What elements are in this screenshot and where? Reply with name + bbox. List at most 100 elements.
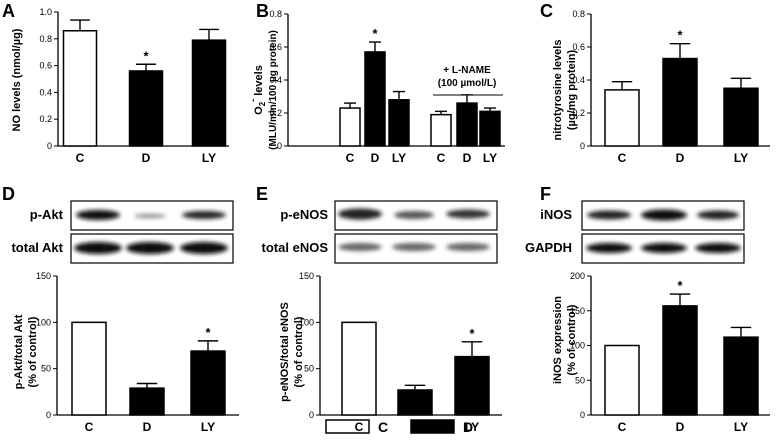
chart-f: 0 50 100 150 200 C D * LY <box>570 271 770 434</box>
chart-d-bar <box>71 321 107 416</box>
ylabel-d-line2: (% of control) <box>27 316 39 387</box>
ylabel-d-line1: p-Akt/total Akt <box>13 314 25 389</box>
chart-a-significance-mark: * <box>143 48 149 63</box>
lname-note-line1: + L-NAME <box>443 65 491 76</box>
chart-e-category-label: C <box>355 420 364 434</box>
chart-f-ytick-label: 150 <box>570 306 585 316</box>
ylabel-c-line1: nitrotyrosine levels <box>552 40 564 141</box>
chart-f-category-label: LY <box>734 420 748 434</box>
ylabel-b-sub: 2 <box>258 101 267 106</box>
legend-label-c: C <box>378 419 388 435</box>
chart-d-significance-mark: * <box>205 325 211 340</box>
chart-f-ytick-label: 50 <box>575 375 585 385</box>
chart-c-ytick-label: 0.4 <box>572 75 585 85</box>
chart-c-ytick-label: 0.8 <box>572 9 585 19</box>
blot-f-top-band-c <box>587 210 631 220</box>
panel-letter-a: A <box>2 1 15 21</box>
chart-c-ytick-label: 0.2 <box>572 108 585 118</box>
blot-d-top-band-d <box>134 213 166 219</box>
chart-d-ytick-label: 100 <box>36 317 51 327</box>
chart-d-ytick-label: 150 <box>36 271 51 281</box>
chart-e-ytick-label: 100 <box>299 317 314 327</box>
chart-c-bar <box>604 89 640 147</box>
chart-e-ytick-label: 50 <box>304 364 314 374</box>
legend-swatch-d <box>410 419 455 434</box>
panel-letter-b: B <box>256 1 269 21</box>
chart-a-ytick-label: 0 <box>47 141 52 151</box>
blot-e-bottom-band-d <box>392 243 436 251</box>
chart-b-ytick-label: 0 <box>277 141 282 151</box>
chart-b-bar <box>339 107 361 147</box>
chart-b-ytick-label: 0.4 <box>269 75 282 85</box>
lname-note-line2: (100 µmol/L) <box>438 78 497 89</box>
ylabel-b: O2- levels <box>248 65 267 115</box>
chart-a-ytick-label: 0.8 <box>39 34 52 44</box>
chart-b-category-label: LY <box>392 151 406 165</box>
chart-f-ytick-label: 0 <box>580 410 585 420</box>
legend: C D <box>325 419 473 435</box>
blot-e: p-eNOS total eNOS <box>262 200 498 264</box>
chart-b-ytick-label: 0.2 <box>269 108 282 118</box>
chart-c-category-label: D <box>676 151 685 165</box>
blot-f-bottom-band-ly <box>695 243 741 253</box>
blot-d-label-top: p-Akt <box>30 207 64 222</box>
chart-f-bar <box>662 305 698 416</box>
blot-f-top-band-ly <box>697 210 739 220</box>
blot-f-top-band-d <box>641 209 687 221</box>
legend-label-d: D <box>463 419 473 435</box>
chart-b-ytick-label: 0.8 <box>269 9 282 19</box>
chart-b-category-label: D <box>463 151 472 165</box>
panel-letter-e: E <box>256 184 268 204</box>
chart-b-ytick-label: 0.6 <box>269 42 282 52</box>
blot-e-top-band-c <box>338 208 382 220</box>
chart-e-category-label: D <box>411 420 420 434</box>
blot-d: p-Akt total Akt <box>11 200 234 264</box>
chart-f-bar <box>604 344 640 416</box>
chart-d-bar <box>190 350 226 416</box>
chart-f-ytick-label: 200 <box>570 271 585 281</box>
chart-f-category-label: C <box>618 420 627 434</box>
chart-f-significance-mark: * <box>677 278 683 293</box>
chart-a-category-label: C <box>76 151 85 165</box>
chart-a-ytick-label: 1.0 <box>39 7 52 17</box>
chart-d-category-label: D <box>143 420 152 434</box>
chart-e-category-label: LY <box>465 420 479 434</box>
chart-b-category-label: C <box>346 151 355 165</box>
chart-b-significance-mark: * <box>372 26 378 41</box>
chart-c-ytick-label: 0 <box>580 141 585 151</box>
blot-d-top-band-c <box>76 210 120 220</box>
chart-b-category-label: C <box>437 151 446 165</box>
blot-e-label-top: p-eNOS <box>280 207 328 222</box>
chart-c-ytick-label: 0.6 <box>572 42 585 52</box>
chart-d: 0 50 100 150 C D LY * <box>36 271 239 434</box>
ylabel-f-line1: iNOS expression <box>552 296 564 384</box>
chart-f-category-label: D <box>676 420 685 434</box>
chart-b-bar <box>456 102 478 147</box>
blot-d-bottom-band-ly <box>180 242 228 254</box>
chart-b-bar <box>430 113 452 147</box>
chart-d-category-label: C <box>85 420 94 434</box>
legend-swatch-c <box>325 419 370 434</box>
chart-a-category-label: LY <box>202 151 216 165</box>
chart-f-ytick-label: 100 <box>570 341 585 351</box>
chart-e-bar <box>454 355 490 416</box>
chart-d-ytick-label: 0 <box>46 410 51 420</box>
blot-f-label-bottom: GAPDH <box>525 240 572 255</box>
blot-d-bottom-band-c <box>74 242 122 254</box>
panel-letter-f: F <box>540 184 551 204</box>
ylabel-b-rest: levels <box>253 65 265 99</box>
chart-b-category-label: LY <box>483 151 497 165</box>
chart-e-bar <box>341 321 377 416</box>
blot-e-top-band-d <box>394 211 434 219</box>
blot-e-bottom-band-c <box>338 243 382 251</box>
blot-f-bottom-band-c <box>586 243 632 253</box>
chart-e-bar <box>397 389 433 416</box>
chart-b-bar <box>388 99 410 147</box>
ylabel-e-line1: p-eNOS/total eNOS <box>279 302 291 402</box>
chart-b-bar <box>364 51 386 147</box>
ylabel-b-sup: - <box>248 99 258 102</box>
blot-f-bottom-band-d <box>641 243 687 253</box>
chart-c-bar <box>662 57 698 147</box>
